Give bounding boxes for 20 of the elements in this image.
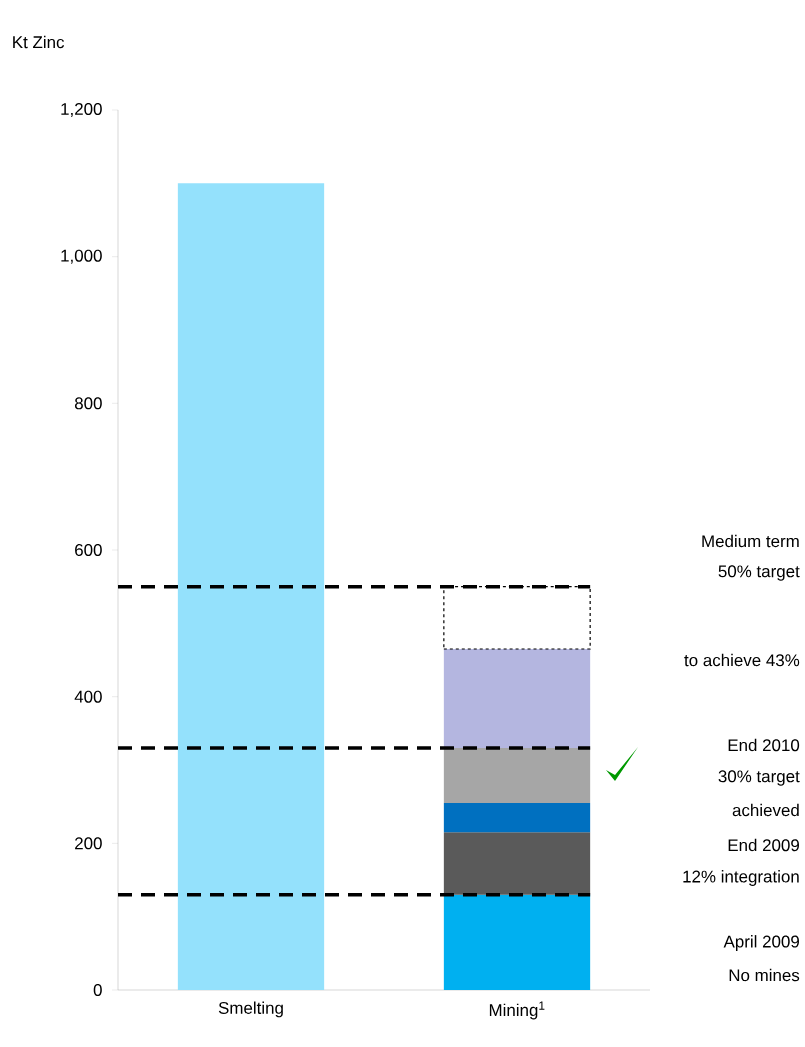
- x-tick-label: Smelting: [218, 1001, 283, 1018]
- y-axis-title: Kt Zinc: [13, 35, 65, 49]
- text: No mines: [729, 968, 800, 982]
- y-tick-label: 200: [75, 837, 102, 850]
- y-tick-label: 1,200: [61, 102, 102, 117]
- y-tick-label: 400: [74, 690, 102, 703]
- text: End 2009: [728, 838, 799, 852]
- x-tick-label: Mining$^{1}$: [489, 1001, 545, 1020]
- text: 12% integration: [683, 870, 799, 886]
- text: April 2009: [723, 935, 799, 951]
- text: End 2010: [728, 738, 800, 752]
- y-tick-label: 1,000: [61, 249, 102, 264]
- text: 30% target: [718, 770, 800, 786]
- y-tick-label: 0: [93, 984, 102, 996]
- text: to achieve 43%: [684, 653, 800, 667]
- y-tick-label: 800: [74, 397, 102, 410]
- text: 50% target: [718, 565, 800, 581]
- text: Medium term: [702, 534, 799, 548]
- y-tick-label: 600: [75, 544, 102, 556]
- text: achieved: [732, 803, 799, 817]
